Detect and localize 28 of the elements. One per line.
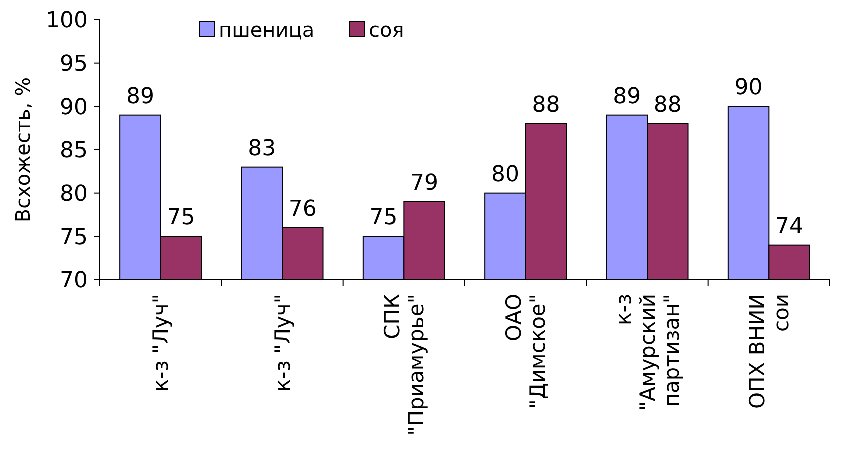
x-tick-label: к-з "Амурский партизан" [612, 294, 684, 412]
x-tick-label: к-з "Луч" [270, 294, 295, 392]
data-label: 88 [532, 93, 560, 118]
data-label: 89 [126, 84, 154, 110]
data-label: 79 [410, 171, 439, 196]
y-tick-label: 95 [60, 52, 88, 78]
y-axis-title: Всхожесть, % [11, 77, 35, 223]
x-tick-label: СПК "Приамурье" [380, 294, 429, 436]
data-label: 75 [167, 206, 196, 231]
y-tick-label: 85 [60, 138, 88, 164]
x-tick-label: к-з "Луч" [149, 294, 174, 392]
x-tick-label: ОПХ ВНИИ сои [746, 294, 794, 409]
data-label: 74 [776, 214, 804, 240]
data-label: 83 [248, 136, 276, 162]
data-label: 90 [734, 76, 763, 101]
legend-label: соя [369, 18, 404, 42]
data-label: 80 [491, 162, 520, 188]
y-tick-label: 70 [60, 268, 88, 294]
data-label: 75 [370, 206, 398, 231]
y-tick-label: 90 [60, 95, 88, 120]
data-label: 76 [288, 197, 317, 222]
legend-label: пшеница [219, 18, 315, 42]
data-label: 88 [654, 93, 682, 118]
x-tick-label: ОАО "Димское" [502, 294, 550, 410]
y-tick-label: 80 [60, 182, 88, 208]
y-tick-label: 100 [46, 8, 88, 34]
y-tick-label: 75 [60, 225, 88, 250]
data-label: 89 [613, 84, 642, 110]
